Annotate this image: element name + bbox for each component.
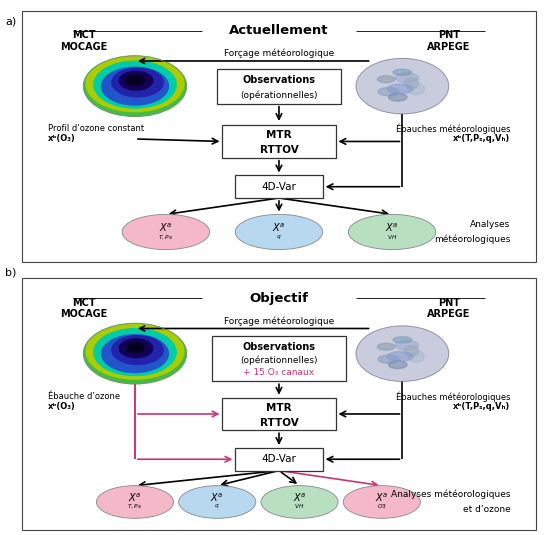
Text: $_{T,Ps}$: $_{T,Ps}$ [127,502,143,511]
FancyBboxPatch shape [223,398,335,430]
Ellipse shape [122,215,210,249]
Ellipse shape [356,326,449,381]
Text: $_q$: $_q$ [214,502,220,511]
Ellipse shape [102,335,168,372]
Text: 4D-Var: 4D-Var [261,454,296,464]
FancyBboxPatch shape [212,336,346,381]
Text: xᵇ(O₃): xᵇ(O₃) [48,402,75,411]
Ellipse shape [235,215,323,249]
Ellipse shape [126,342,144,353]
Text: $X^a$: $X^a$ [293,492,306,504]
Ellipse shape [119,339,153,357]
Text: Analyses météorologiques: Analyses météorologiques [391,490,510,499]
Text: $_{O3}$: $_{O3}$ [377,502,387,511]
Ellipse shape [102,67,168,105]
Ellipse shape [179,486,256,518]
Text: Ébauche d’ozone: Ébauche d’ozone [48,392,120,401]
Text: $X^a$: $X^a$ [211,492,224,504]
Text: et d’ozone: et d’ozone [463,505,510,514]
Ellipse shape [344,486,420,518]
FancyBboxPatch shape [235,175,323,198]
Text: $_{VH}$: $_{VH}$ [294,502,305,511]
Text: Analyses: Analyses [470,220,510,229]
Text: Profil d’ozone constant: Profil d’ozone constant [48,124,144,133]
Text: 4D-Var: 4D-Var [261,182,296,192]
Text: $X^a$: $X^a$ [272,221,286,234]
Text: Forçage météorologique: Forçage météorologique [224,49,334,58]
Text: xᵇ(T,Pₛ,q,Vₕ): xᵇ(T,Pₛ,q,Vₕ) [453,134,510,143]
Text: $_{T,Ps}$: $_{T,Ps}$ [158,233,173,242]
Text: $X^a$: $X^a$ [385,221,399,234]
Ellipse shape [387,84,413,94]
Ellipse shape [393,337,412,343]
Ellipse shape [408,350,424,362]
Text: MTR: MTR [266,130,292,140]
Text: MTR: MTR [266,403,292,412]
Ellipse shape [378,355,399,363]
Text: xᵇ(O₃): xᵇ(O₃) [48,134,75,143]
Text: xᵇ(T,Pₛ,q,Vₕ): xᵇ(T,Pₛ,q,Vₕ) [453,402,510,411]
Text: a): a) [5,16,17,26]
Ellipse shape [84,56,187,116]
Ellipse shape [112,68,164,97]
Text: + 15 O₃ canaux: + 15 O₃ canaux [243,368,315,377]
Text: $_{VH}$: $_{VH}$ [387,233,397,242]
Text: $_q$: $_q$ [276,233,282,242]
Ellipse shape [405,345,418,356]
Text: Observations: Observations [242,342,316,353]
Text: (opérationnelles): (opérationnelles) [240,355,318,365]
Text: Actuellement: Actuellement [229,24,329,37]
Ellipse shape [96,486,173,518]
Ellipse shape [395,73,418,83]
Ellipse shape [94,328,176,376]
Text: météorologiques: météorologiques [434,235,510,244]
Text: Observations: Observations [242,75,316,85]
Ellipse shape [388,361,407,369]
Text: $X^a$: $X^a$ [375,492,388,504]
Ellipse shape [112,335,164,364]
Text: $X^a$: $X^a$ [128,492,142,504]
Ellipse shape [388,93,407,101]
Text: PNT
ARPEGE: PNT ARPEGE [427,297,470,319]
Ellipse shape [408,83,424,95]
Text: Objectif: Objectif [249,292,309,305]
Ellipse shape [261,486,338,518]
Ellipse shape [126,75,144,85]
Ellipse shape [84,324,187,384]
Text: Forçage météorologique: Forçage météorologique [224,316,334,326]
Text: b): b) [5,268,17,278]
Text: PNT
ARPEGE: PNT ARPEGE [427,30,470,52]
FancyBboxPatch shape [217,68,341,104]
FancyBboxPatch shape [223,125,335,158]
Text: RTTOV: RTTOV [260,146,298,155]
Text: MCT
MOCAGE: MCT MOCAGE [60,30,107,52]
Ellipse shape [378,88,399,96]
Text: Ébauches météorologiques: Ébauches météorologiques [396,391,510,402]
Ellipse shape [387,351,413,361]
Ellipse shape [395,340,418,350]
Text: $X^a$: $X^a$ [159,221,173,234]
Text: (opérationnelles): (opérationnelles) [240,90,318,100]
FancyBboxPatch shape [235,448,323,471]
Ellipse shape [86,56,184,112]
Ellipse shape [405,78,418,89]
Text: RTTOV: RTTOV [260,418,298,428]
Ellipse shape [377,76,395,83]
Ellipse shape [86,323,184,379]
Text: MCT
MOCAGE: MCT MOCAGE [60,297,107,319]
Ellipse shape [377,343,395,350]
Ellipse shape [356,58,449,114]
Ellipse shape [393,69,412,75]
Text: Ébauches météorologiques: Ébauches météorologiques [396,124,510,134]
Ellipse shape [348,215,436,249]
Ellipse shape [119,71,153,90]
Ellipse shape [94,61,176,108]
